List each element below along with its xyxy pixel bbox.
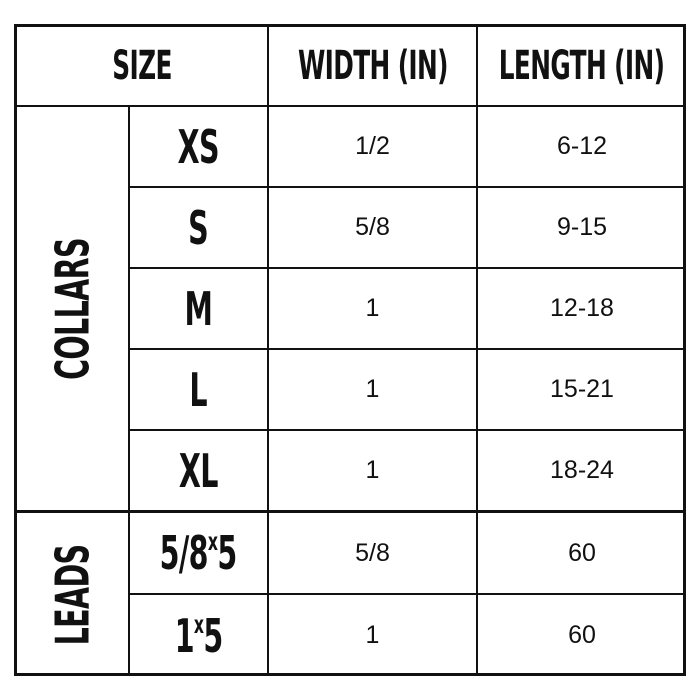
- header-size: SIZE: [17, 27, 267, 105]
- length-value: 6-12: [556, 132, 608, 160]
- header-width: WIDTH (IN): [269, 27, 476, 105]
- length-value: 12-18: [550, 294, 614, 322]
- divider: [128, 348, 686, 350]
- size-times: x: [208, 527, 218, 557]
- header-width-label: WIDTH (IN): [297, 43, 449, 89]
- length-value: 18-24: [550, 456, 614, 484]
- width-value: 1/2: [355, 132, 390, 160]
- divider: [128, 429, 686, 431]
- size-label: XL: [179, 443, 219, 498]
- width-value: 1: [365, 456, 380, 484]
- divider: [128, 267, 686, 269]
- width-value: 5/8: [355, 213, 390, 241]
- width-value: 1: [365, 375, 380, 403]
- length-value: 9-15: [556, 213, 608, 241]
- size-label: 5/8x5: [159, 526, 238, 580]
- divider: [128, 593, 686, 595]
- width-value: 5/8: [355, 538, 390, 567]
- size-label: M: [184, 281, 213, 336]
- size-label: XS: [177, 119, 220, 174]
- divider: [17, 510, 686, 513]
- width-value: 1: [365, 294, 380, 322]
- divider: [17, 105, 686, 107]
- size-chart-table: SIZE WIDTH (IN) LENGTH (IN) COLLARS LEAD…: [14, 24, 686, 676]
- width-value: 1: [365, 621, 380, 649]
- size-label: S: [188, 200, 210, 255]
- divider: [128, 186, 686, 188]
- divider: [128, 105, 130, 676]
- size-main: 5/8: [159, 526, 209, 580]
- size-tail: 5: [217, 526, 238, 580]
- size-main: 1: [174, 608, 195, 663]
- header-length-label: LENGTH (IN): [499, 43, 665, 89]
- header-size-label: SIZE: [112, 43, 172, 89]
- length-value: 60: [568, 538, 596, 567]
- group-collars: COLLARS: [17, 107, 128, 510]
- group-label: LEADS: [45, 544, 100, 645]
- group-leads: LEADS: [17, 513, 128, 676]
- length-value: 15-21: [550, 375, 614, 403]
- header-length: LENGTH (IN): [478, 27, 686, 105]
- size-times: x: [193, 609, 204, 639]
- size-label: 1x5: [174, 608, 224, 663]
- group-label: COLLARS: [45, 237, 100, 380]
- divider: [267, 27, 269, 676]
- divider: [476, 27, 478, 676]
- size-tail: 5: [203, 608, 223, 663]
- size-label: L: [189, 362, 208, 417]
- length-value: 60: [568, 621, 596, 649]
